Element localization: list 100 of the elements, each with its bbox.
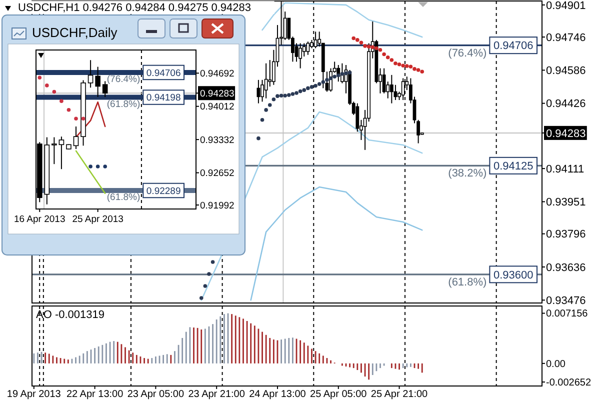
point (416, 68, 420, 72)
x-tick-label: 23 Apr 21:00 (188, 389, 246, 400)
y-tick-label: 0.94012 (200, 102, 234, 113)
point (60, 99, 64, 103)
ref-line-label: 0.93600 (493, 269, 534, 282)
y-tick-label: 0.94586 (546, 65, 586, 78)
chart-title: USDCHF,H1 0.94276 0.94284 0.94275 0.94283 (18, 2, 252, 14)
x-tick-label: 16 Apr 2013 (14, 214, 66, 225)
y-tick-label: 0.94111 (546, 163, 584, 176)
y-tick-label: 0.94692 (200, 68, 234, 80)
y-tick-label: 0.93332 (200, 134, 234, 146)
y-tick-label: 0.93951 (546, 196, 586, 209)
point (420, 70, 424, 74)
y-tick-label: 0.94283 (200, 88, 234, 100)
point (386, 55, 390, 60)
candlestick (102, 80, 108, 98)
point (207, 272, 211, 276)
y-tick-label: 0.93636 (546, 262, 586, 274)
point (283, 94, 287, 98)
point (348, 70, 352, 75)
point (272, 97, 276, 102)
point (340, 72, 344, 76)
point (52, 90, 56, 94)
point (302, 88, 306, 92)
candlestick (298, 42, 302, 69)
candlestick (73, 126, 79, 150)
point (401, 64, 405, 68)
point (336, 73, 340, 78)
x-tick-label: 25 Apr 21:00 (370, 389, 428, 400)
point (306, 86, 310, 90)
y-tick-label: 0.93476 (546, 294, 586, 307)
ref-line-label: 0.94198 (146, 92, 181, 104)
point (366, 44, 371, 48)
candlestick (390, 74, 394, 104)
candlestick (58, 136, 64, 170)
y-tick-label: 0.94283 (546, 128, 586, 140)
candlestick (95, 66, 100, 98)
x-tick-label: 24 Apr 13:00 (249, 389, 306, 400)
point (298, 89, 302, 94)
point (103, 164, 107, 168)
point (359, 40, 364, 45)
point (290, 92, 295, 96)
ref-line-label: 0.92289 (146, 186, 181, 197)
point (45, 84, 49, 88)
point (397, 62, 402, 66)
y-tick-label: 0.94901 (546, 0, 586, 12)
point (66, 108, 71, 112)
point (276, 94, 280, 98)
candlestick (52, 136, 57, 165)
chart-title: USDCHF,Daily (32, 25, 118, 40)
point (264, 108, 268, 112)
y-tick-label: 0.92652 (200, 168, 234, 180)
ref-line-label: 0.94125 (493, 160, 534, 173)
line-series (262, 2, 423, 38)
point (199, 296, 204, 300)
y-tick-label: 0.94426 (546, 98, 586, 110)
y-tick-label: 0.94746 (546, 32, 586, 44)
point (352, 36, 356, 40)
point (332, 74, 336, 79)
point (256, 136, 260, 140)
point (317, 82, 322, 86)
point (374, 46, 378, 50)
point (390, 58, 394, 62)
annotation: (61.8%) (106, 192, 140, 203)
y-tick-label: 0.91992 (200, 200, 234, 212)
point (382, 52, 386, 56)
point (88, 164, 92, 168)
x-tick-label: 19 Apr 2013 (6, 389, 62, 400)
y-tick-label: 0.00 (546, 358, 566, 370)
point (310, 85, 314, 89)
y-tick-label: 0.93796 (546, 228, 586, 241)
point (279, 94, 284, 98)
point (412, 67, 416, 71)
point (81, 116, 86, 121)
point (96, 164, 100, 168)
line-series (250, 186, 423, 301)
candlestick (264, 62, 268, 99)
point (356, 38, 360, 42)
point (203, 284, 208, 288)
annotation: (61.8%) (448, 276, 487, 288)
point (378, 48, 382, 52)
point (408, 64, 413, 69)
ref-line-label: 0.94706 (493, 40, 534, 52)
point (344, 71, 348, 76)
point (210, 260, 215, 264)
candlestick (88, 60, 94, 88)
point (294, 91, 298, 95)
point (394, 61, 398, 66)
annotation: (76.4%) (106, 74, 140, 85)
point (268, 103, 272, 107)
x-tick-label: 25 Apr 05:00 (310, 389, 368, 400)
x-tick-label: 22 Apr 13:00 (66, 389, 124, 400)
ref-line-label: 0.94706 (146, 68, 181, 79)
candlestick (268, 60, 272, 88)
point (74, 116, 78, 121)
x-tick-label: 23 Apr 05:00 (127, 389, 184, 400)
chart-title: AO -0.001319 (36, 309, 104, 321)
y-tick-label: 0.007156 (546, 308, 588, 320)
annotation: (61.8%) (106, 98, 140, 110)
annotation: (76.4%) (448, 47, 487, 60)
